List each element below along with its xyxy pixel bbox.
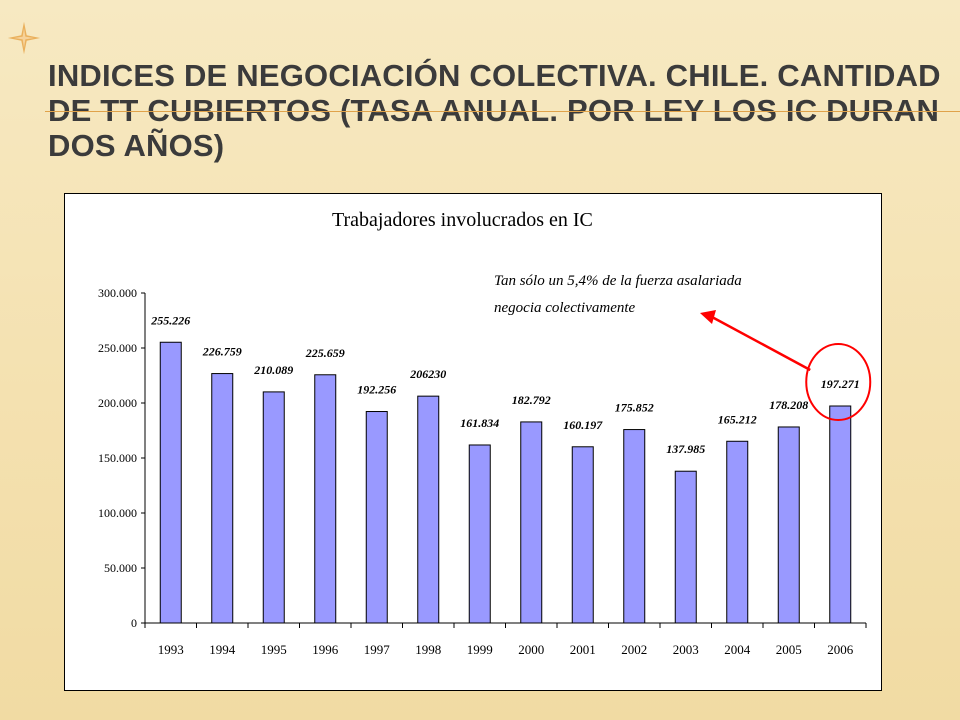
x-tick-label: 1994 — [209, 642, 236, 657]
data-label: 192.256 — [357, 383, 396, 397]
x-tick-label: 2005 — [776, 642, 802, 657]
data-label: 175.852 — [615, 401, 654, 415]
annotation-arrow-head — [700, 310, 716, 324]
x-tick-label: 1997 — [364, 642, 391, 657]
bar-1994 — [211, 373, 234, 624]
bar-1997 — [365, 411, 388, 624]
data-label: 165.212 — [718, 412, 757, 426]
bar-1998 — [417, 395, 440, 624]
bar-1993 — [159, 341, 182, 624]
data-label: 161.834 — [460, 416, 499, 430]
x-tick-label: 2006 — [827, 642, 854, 657]
data-label: 226.759 — [202, 345, 242, 359]
title-rule — [45, 111, 960, 112]
bar-1999 — [468, 444, 491, 624]
y-tick-label: 50.000 — [104, 561, 137, 575]
x-tick-label: 2000 — [518, 642, 544, 657]
bar-2000 — [520, 421, 543, 624]
x-tick-label: 2001 — [570, 642, 596, 657]
annotation-note: Tan sólo un 5,4% de la fuerza asalariada… — [494, 268, 824, 322]
annotation-arrow-line — [711, 315, 811, 372]
data-label: 178.208 — [769, 398, 808, 412]
y-tick-label: 300.000 — [98, 286, 137, 300]
data-label: 206230 — [409, 367, 446, 381]
bar-2003 — [674, 470, 697, 624]
x-tick-label: 2004 — [724, 642, 751, 657]
bar-2002 — [623, 429, 646, 624]
x-tick-label: 1996 — [312, 642, 339, 657]
bar-1995 — [262, 391, 285, 624]
chart-title: Trabajadores involucrados en IC — [332, 209, 593, 231]
data-label: 210.089 — [253, 363, 293, 377]
data-label: 225.659 — [305, 346, 345, 360]
data-label: 182.792 — [512, 393, 551, 407]
y-tick-label: 250.000 — [98, 341, 137, 355]
x-tick-label: 2003 — [673, 642, 699, 657]
x-tick-label: 1993 — [158, 642, 184, 657]
bar-2006 — [829, 405, 852, 624]
data-label: 160.197 — [563, 418, 603, 432]
data-label: 197.271 — [821, 377, 860, 391]
highlight-circle — [805, 343, 872, 422]
bar-2005 — [777, 426, 800, 624]
slide-title: Indices de negociación colectiva. Chile.… — [48, 58, 941, 163]
bar-2004 — [726, 440, 749, 624]
star-icon — [7, 21, 41, 55]
bar-1996 — [314, 374, 337, 624]
annotation-note-line-1: Tan sólo un 5,4% de la fuerza asalariada — [494, 273, 742, 289]
data-label: 137.985 — [666, 442, 705, 456]
x-tick-label: 1995 — [261, 642, 287, 657]
annotation-note-line-2: negocia colectivamente — [494, 300, 636, 316]
data-label: 255.226 — [150, 313, 190, 327]
y-tick-label: 150.000 — [98, 451, 137, 465]
y-tick-label: 200.000 — [98, 396, 137, 410]
x-tick-label: 1998 — [415, 642, 441, 657]
x-tick-label: 2002 — [621, 642, 647, 657]
y-tick-label: 100.000 — [98, 506, 137, 520]
y-tick-label: 0 — [131, 616, 137, 630]
x-tick-label: 1999 — [467, 642, 493, 657]
bar-2001 — [571, 446, 594, 624]
